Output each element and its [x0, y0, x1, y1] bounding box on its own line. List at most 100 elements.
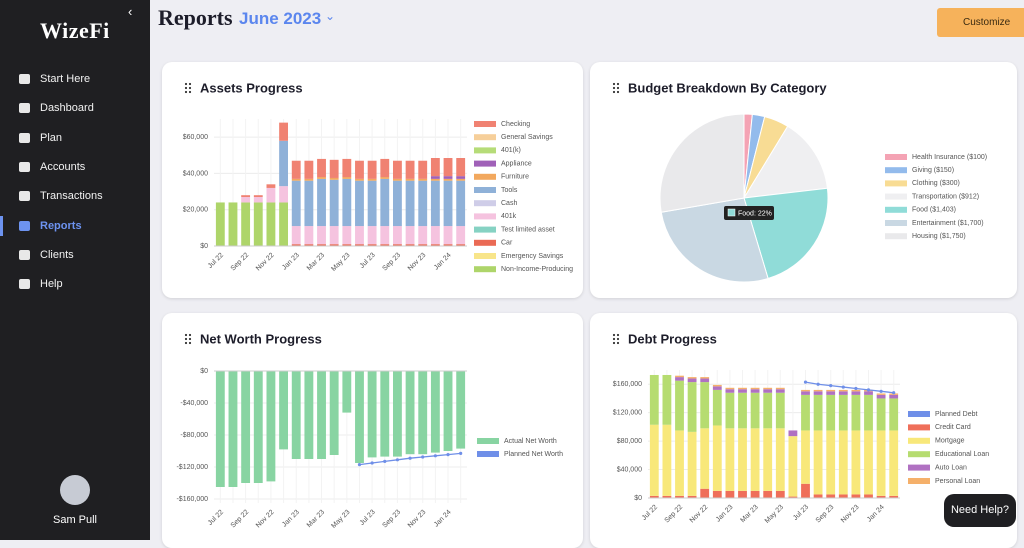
legend-swatch [885, 233, 907, 240]
bar-segment [405, 371, 415, 455]
bar-segment [392, 160, 402, 179]
nav-item[interactable]: Transactions [0, 183, 150, 209]
nav-item[interactable]: Clients [0, 242, 150, 268]
y-tick-label: $0 [200, 368, 208, 375]
pie-slice [743, 125, 828, 199]
bar-segment [864, 494, 873, 498]
bar-segment [738, 387, 747, 390]
bar-segment [738, 428, 747, 491]
x-tick-label: Sep 23 [382, 252, 403, 273]
bar-segment [675, 377, 684, 381]
drag-dot [184, 82, 188, 86]
bar-segment [700, 377, 710, 379]
help-button[interactable]: Need Help? [944, 494, 1016, 527]
nav-item[interactable]: Plan [0, 125, 150, 151]
tooltip [724, 206, 774, 220]
bar-segment [813, 391, 823, 395]
bar-segment [456, 244, 466, 246]
legend-swatch [908, 464, 930, 471]
legend-label: Mortgage [935, 438, 965, 445]
bar-segment [329, 226, 339, 245]
legend-label: Transportation ($912) [912, 193, 979, 200]
bar-segment [775, 392, 785, 429]
x-tick-label: Mar 23 [306, 509, 326, 529]
panel-title: Budget Breakdown By Category [628, 80, 827, 95]
period-chevron[interactable]: ⌄ [325, 9, 336, 23]
x-tick-label: Sep 22 [664, 504, 685, 525]
bar-segment [700, 378, 710, 383]
panel-title: Debt Progress [628, 331, 717, 346]
bar-segment [342, 371, 352, 413]
bar-segment [687, 431, 697, 496]
bar-segment [801, 430, 810, 484]
bar-segment [838, 494, 848, 498]
legend-label: Emergency Savings [501, 253, 564, 260]
nav-item[interactable]: Start Here [0, 66, 150, 92]
customize-button[interactable]: Customize [937, 8, 1024, 37]
bar-segment [241, 195, 251, 198]
legend-swatch [474, 253, 496, 259]
bar-segment [662, 374, 672, 425]
drag-dot [188, 337, 192, 341]
legend-swatch [908, 437, 930, 444]
bar-segment [443, 180, 453, 227]
drag-dot [616, 90, 620, 94]
bar-segment [788, 496, 798, 498]
bar-segment [801, 483, 810, 498]
drag-dot [612, 333, 616, 337]
bar-segment [838, 394, 848, 431]
bar-segment [750, 428, 760, 491]
nav-label: Help [40, 278, 63, 290]
bar-segment [405, 178, 415, 181]
bar-segment [763, 387, 773, 390]
bar-segment [291, 180, 301, 227]
nav-item[interactable]: Help [0, 271, 150, 297]
bar-segment [801, 389, 810, 392]
bar-segment [392, 244, 402, 246]
legend-label: Giving ($150) [912, 167, 954, 174]
drag-dot [188, 341, 192, 345]
x-tick-label: May 23 [330, 252, 351, 273]
bar-segment [813, 394, 823, 431]
nav-label: Reports [40, 220, 82, 232]
y-tick-label: $40,000 [183, 170, 208, 177]
line-point [459, 451, 463, 455]
bar-segment [317, 244, 326, 246]
bar-segment [228, 371, 238, 487]
bar-segment [380, 244, 390, 246]
bar-segment [788, 436, 798, 497]
x-tick-label: Nov 23 [407, 509, 428, 530]
bar-segment [304, 178, 314, 181]
avatar[interactable] [60, 475, 90, 505]
period-select[interactable]: June 2023 [239, 9, 322, 28]
bar-segment [355, 160, 364, 179]
bar-segment [266, 371, 276, 482]
line-point [370, 461, 374, 465]
nav-item[interactable]: Reports [0, 213, 150, 239]
bar-segment [317, 177, 326, 179]
bar-segment [725, 387, 735, 390]
bar-segment [405, 160, 415, 179]
y-tick-label: $160,000 [613, 381, 642, 388]
x-tick-label: Sep 23 [815, 504, 836, 525]
panel-title: Assets Progress [200, 80, 303, 95]
nav-item[interactable]: Accounts [0, 154, 150, 180]
nav-item[interactable]: Dashboard [0, 95, 150, 121]
bar-segment [279, 122, 289, 141]
legend-swatch [474, 187, 496, 193]
legend-swatch [885, 206, 907, 213]
bar-segment [712, 386, 722, 390]
collapse-button[interactable]: ‹ [128, 4, 133, 19]
bar-segment [430, 226, 440, 245]
bar-segment [329, 244, 339, 246]
panel-title: Net Worth Progress [200, 331, 322, 346]
x-tick-label: Mar 23 [739, 504, 759, 524]
bar-segment [876, 394, 886, 399]
y-tick-label: $20,000 [183, 207, 208, 214]
bar-segment [889, 394, 899, 399]
bar-segment [675, 495, 684, 498]
line-point [841, 385, 845, 389]
line-point [446, 453, 450, 457]
legend-swatch [474, 239, 496, 246]
line-point [395, 458, 400, 462]
